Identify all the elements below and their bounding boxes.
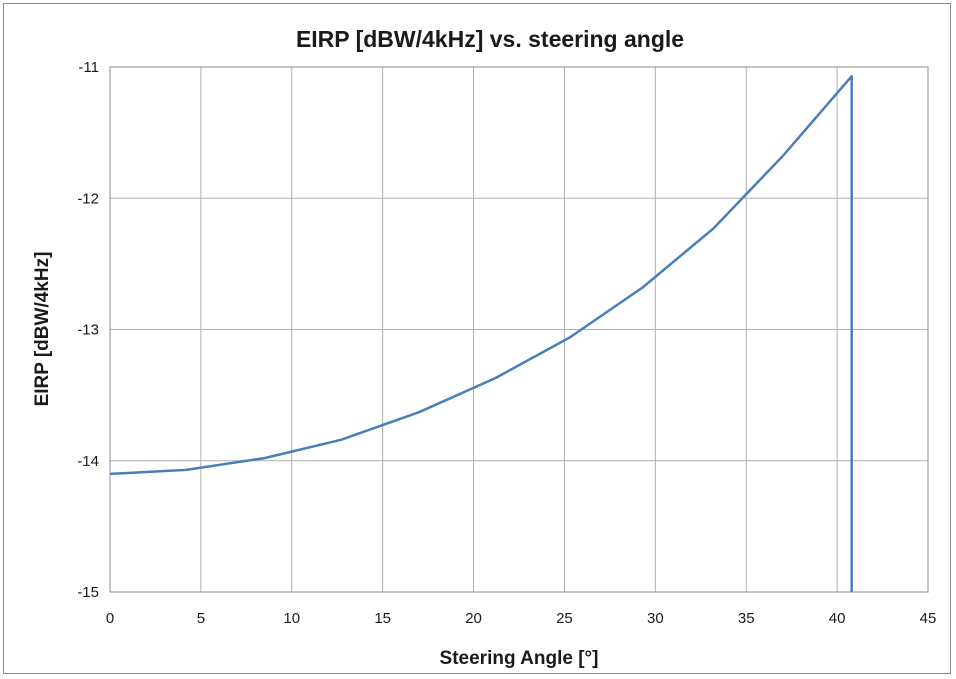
x-axis-ticks: 0 5 10 15 20 25 30 35 40 45 xyxy=(106,610,937,627)
chart-title: EIRP [dBW/4kHz] vs. steering angle xyxy=(296,26,684,52)
y-tick-label: -12 xyxy=(77,190,99,207)
y-tick-label: -13 xyxy=(77,322,99,339)
series-line xyxy=(109,74,853,592)
y-tick-label: -14 xyxy=(77,453,99,470)
chart-frame xyxy=(3,3,951,674)
x-tick-label: 25 xyxy=(556,610,573,627)
plot-area xyxy=(109,66,929,593)
x-tick-label: 35 xyxy=(738,610,755,627)
grid xyxy=(109,66,929,593)
x-tick-label: 15 xyxy=(374,610,391,627)
x-tick-label: 0 xyxy=(106,610,114,627)
x-axis-label: Steering Angle [°] xyxy=(440,648,599,669)
x-tick-label: 45 xyxy=(920,610,937,627)
x-tick-label: 5 xyxy=(197,610,205,627)
x-tick-label: 10 xyxy=(283,610,300,627)
y-tick-label: -11 xyxy=(78,59,99,76)
y-tick-label: -15 xyxy=(77,584,99,601)
series-layer xyxy=(109,74,853,592)
x-tick-label: 30 xyxy=(647,610,664,627)
y-axis-ticks: -11 -12 -13 -14 -15 xyxy=(77,59,99,601)
x-tick-label: 40 xyxy=(829,610,846,627)
x-tick-label: 20 xyxy=(465,610,482,627)
y-axis-label: EIRP [dBW/4kHz] xyxy=(32,252,53,407)
